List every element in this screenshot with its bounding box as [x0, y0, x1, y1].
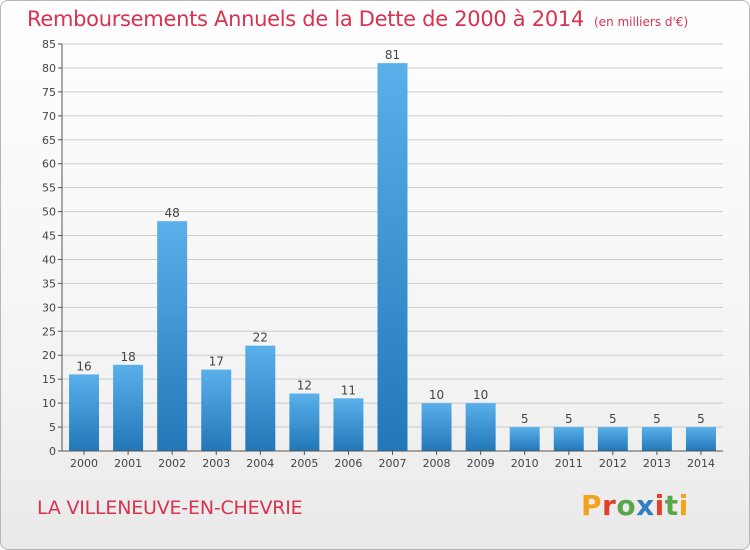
y-tick-label: 40 [42, 253, 56, 266]
x-tick-label-2006: 2006 [334, 457, 362, 470]
data-label-2003: 17 [209, 355, 224, 369]
y-tick-label: 30 [42, 301, 56, 314]
data-label-2000: 16 [76, 359, 91, 373]
y-tick-label: 85 [42, 38, 56, 51]
chart-title: Remboursements Annuels de la Dette de 20… [27, 7, 688, 31]
data-label-2012: 5 [609, 412, 617, 426]
x-tick-label-2014: 2014 [687, 457, 715, 470]
bar-2011 [553, 427, 584, 451]
x-tick-label-2012: 2012 [599, 457, 627, 470]
logo-letter: t [664, 489, 679, 522]
bars [69, 63, 716, 451]
y-tick-label: 20 [42, 349, 56, 362]
data-label-2004: 22 [253, 331, 268, 345]
data-label-2014: 5 [697, 412, 705, 426]
bar-2008 [421, 403, 452, 451]
x-tick-label-2003: 2003 [202, 457, 230, 470]
y-tick-label: 10 [42, 397, 56, 410]
x-tick-label-2005: 2005 [290, 457, 318, 470]
y-tick-label: 80 [42, 62, 56, 75]
bar-2013 [641, 427, 672, 451]
data-label-2002: 48 [165, 206, 180, 220]
bar-2003 [201, 369, 232, 451]
y-tick-label: 65 [42, 134, 56, 147]
data-label-2008: 10 [429, 388, 444, 402]
logo-letter: i [678, 489, 689, 522]
y-tick-label: 60 [42, 158, 56, 171]
logo-letter: P [581, 489, 603, 522]
x-tick-label-2013: 2013 [643, 457, 671, 470]
y-tick-label: 35 [42, 277, 56, 290]
bar-2005 [289, 393, 320, 451]
y-tick-label: 0 [49, 445, 56, 458]
chart-title-text: Remboursements Annuels de la Dette de 20… [27, 7, 584, 31]
x-tick-label-2000: 2000 [70, 457, 98, 470]
y-axis: 0 5 10 15 20 25 30 35 40 45 50 55 60 65 70 75 80 85 [42, 38, 63, 458]
bar-2009 [465, 403, 496, 451]
y-tick-label: 25 [42, 325, 56, 338]
x-tick-label-2010: 2010 [511, 457, 539, 470]
x-axis: 2000 2001 2002 2003 2004 2005 2006 2007 2008 2009… [62, 450, 723, 470]
x-tick-label-2008: 2008 [423, 457, 451, 470]
bar-2002 [157, 221, 188, 451]
x-tick-label-2007: 2007 [379, 457, 407, 470]
y-tick-label: 70 [42, 110, 56, 123]
city-name: LA VILLENEUVE-EN-CHEVRIE [37, 497, 303, 519]
bar-2001 [113, 364, 144, 451]
y-tick-label: 15 [42, 373, 56, 386]
y-tick-label: 75 [42, 86, 56, 99]
x-tick-label-2001: 2001 [114, 457, 142, 470]
bar-2000 [69, 374, 100, 451]
data-label-2001: 18 [120, 350, 135, 364]
x-tick-label-2009: 2009 [467, 457, 495, 470]
logo-letter: r [602, 489, 617, 522]
x-tick-label-2011: 2011 [555, 457, 583, 470]
y-tick-label: 5 [49, 421, 56, 434]
data-label-2010: 5 [521, 412, 529, 426]
bar-2006 [333, 398, 364, 451]
y-tick-label: 50 [42, 206, 56, 219]
x-tick-label-2004: 2004 [246, 457, 274, 470]
bar-2007 [377, 63, 408, 451]
x-tick-label-2002: 2002 [158, 457, 186, 470]
chart-unit: (en milliers d'€) [594, 15, 689, 29]
data-label-2007: 81 [385, 48, 400, 62]
logo-letter: i [654, 489, 665, 522]
y-tick-label: 55 [42, 182, 56, 195]
data-labels: 16 18 48 17 22 12 11 81 10 10 5 5 5 5 5 [76, 48, 704, 426]
data-label-2011: 5 [565, 412, 573, 426]
logo-letter: o [616, 489, 637, 522]
y-tick-label: 45 [42, 230, 56, 243]
logo-letter: x [636, 489, 655, 522]
data-label-2009: 10 [473, 388, 488, 402]
bar-2004 [245, 345, 276, 451]
bar-2012 [597, 427, 628, 451]
data-label-2006: 11 [341, 383, 356, 397]
proxiti-logo: Proxiti [581, 489, 689, 522]
bar-2014 [685, 427, 716, 451]
data-label-2013: 5 [653, 412, 661, 426]
bar-2010 [509, 427, 540, 451]
data-label-2005: 12 [297, 379, 312, 393]
